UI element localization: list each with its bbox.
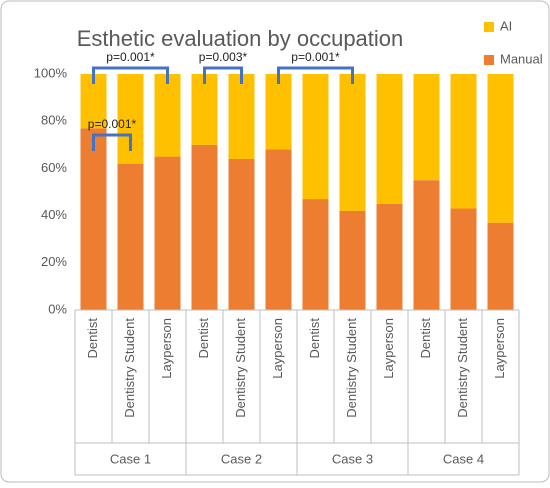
- bar-segment: [80, 128, 107, 310]
- bar-segment: [339, 210, 366, 310]
- x-tick-label: Layperson: [492, 318, 507, 379]
- x-tick-label: Layperson: [381, 318, 396, 379]
- bar-segment: [376, 203, 403, 310]
- bar-segment: [450, 74, 477, 209]
- significance-bracket: [277, 66, 354, 84]
- significance-bracket: [203, 66, 243, 84]
- annotation: p=0.001*: [291, 50, 340, 64]
- bar-segment: [154, 74, 181, 157]
- bar-segment: [302, 74, 329, 200]
- y-tick-label: 60%: [41, 160, 67, 175]
- bar-segment: [376, 74, 403, 204]
- group-label: Case 4: [443, 451, 484, 466]
- bar-segment: [413, 180, 440, 310]
- legend-label: AI: [500, 18, 512, 33]
- y-tick-label: 40%: [41, 207, 67, 222]
- y-tick-label: 100%: [34, 65, 68, 80]
- chart-title: Esthetic evaluation by occupation: [77, 26, 404, 51]
- bar-segment: [265, 74, 292, 150]
- y-tick-label: 20%: [41, 254, 67, 269]
- y-tick-label: 80%: [41, 113, 67, 128]
- x-tick-label: Dentist: [418, 318, 433, 359]
- legend-swatch: [484, 22, 494, 32]
- bar-segment: [228, 158, 255, 310]
- bar-segment: [487, 74, 514, 223]
- legend-swatch: [484, 55, 494, 65]
- bar-segment: [191, 74, 218, 145]
- bar-segment: [191, 144, 218, 310]
- x-tick-label: Layperson: [270, 318, 285, 379]
- bar-segment: [413, 74, 440, 181]
- x-tick-label: Dentistry Student: [122, 318, 137, 418]
- group-label: Case 2: [221, 451, 262, 466]
- legend-label: Manual: [500, 51, 543, 66]
- bar-segment: [228, 74, 255, 159]
- group-label: Case 1: [110, 451, 151, 466]
- bar-segment: [154, 156, 181, 310]
- significance-bracket: [92, 66, 169, 84]
- x-tick-label: Layperson: [159, 318, 174, 379]
- y-tick-label: 0%: [48, 301, 67, 316]
- bar-segment: [265, 149, 292, 310]
- bar-segment: [117, 163, 144, 310]
- x-tick-label: Dentist: [307, 318, 322, 359]
- bar-segment: [339, 74, 366, 211]
- bar-segment: [302, 199, 329, 310]
- bar-segment: [487, 222, 514, 310]
- significance-bracket: [92, 133, 132, 151]
- x-tick-label: Dentistry Student: [455, 318, 470, 418]
- x-tick-label: Dentistry Student: [233, 318, 248, 418]
- x-tick-label: Dentistry Student: [344, 318, 359, 418]
- x-tick-label: Dentist: [85, 318, 100, 359]
- x-tick-label: Dentist: [196, 318, 211, 359]
- annotation: p=0.001*: [106, 50, 155, 64]
- bar-segment: [450, 208, 477, 310]
- group-label: Case 3: [332, 451, 373, 466]
- annotation: p=0.001*: [88, 117, 137, 131]
- annotation: p=0.003*: [199, 50, 248, 64]
